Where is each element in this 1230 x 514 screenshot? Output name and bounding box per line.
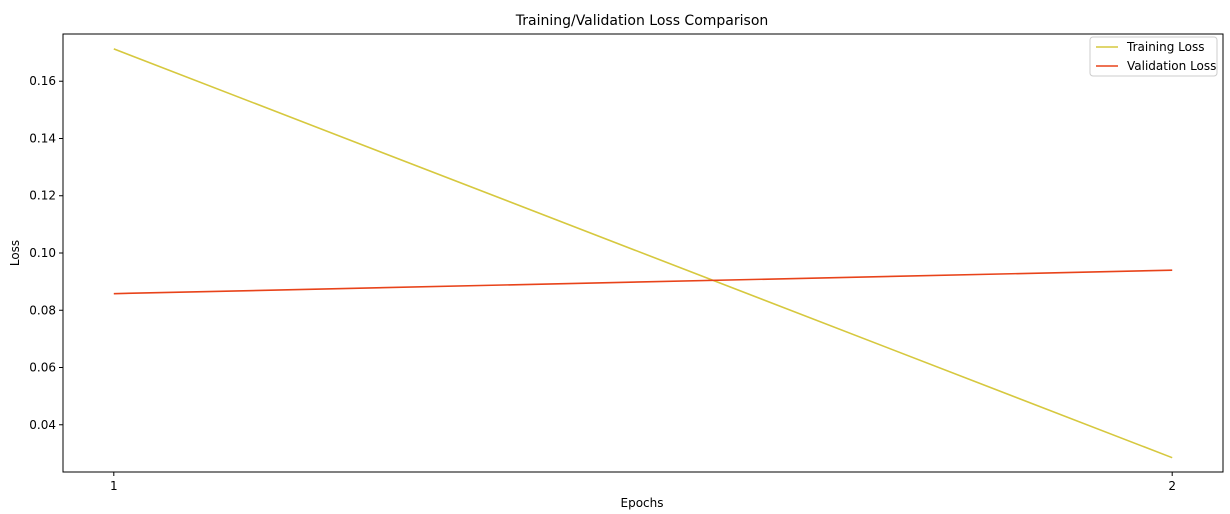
y-tick-label: 0.10 (29, 246, 56, 260)
legend-label-validation-loss: Validation Loss (1127, 59, 1216, 73)
y-axis-label: Loss (8, 240, 22, 266)
y-tick-label: 0.06 (29, 361, 56, 375)
y-tick-label: 0.14 (29, 131, 56, 145)
series-line-validation-loss (113, 269, 1173, 295)
y-tick-label: 0.16 (29, 74, 56, 88)
legend-box (1089, 36, 1218, 77)
x-axis-label: Epochs (621, 496, 664, 510)
x-tick-label: 1 (110, 479, 118, 493)
legend-label-training-loss: Training Loss (1126, 40, 1204, 54)
x-tick-label: 2 (1168, 479, 1176, 493)
y-tick-label: 0.08 (29, 303, 56, 317)
series-lines (113, 48, 1173, 459)
series-line-training-loss (113, 48, 1173, 459)
y-axis-ticks: 0.04 0.06 0.08 0.10 0.12 0.14 0.16 (29, 74, 63, 432)
y-tick-label: 0.12 (29, 189, 56, 203)
chart-title: Training/Validation Loss Comparison (515, 13, 769, 29)
legend: Training Loss Validation Loss (1089, 36, 1218, 77)
y-tick-label: 0.04 (29, 418, 56, 432)
